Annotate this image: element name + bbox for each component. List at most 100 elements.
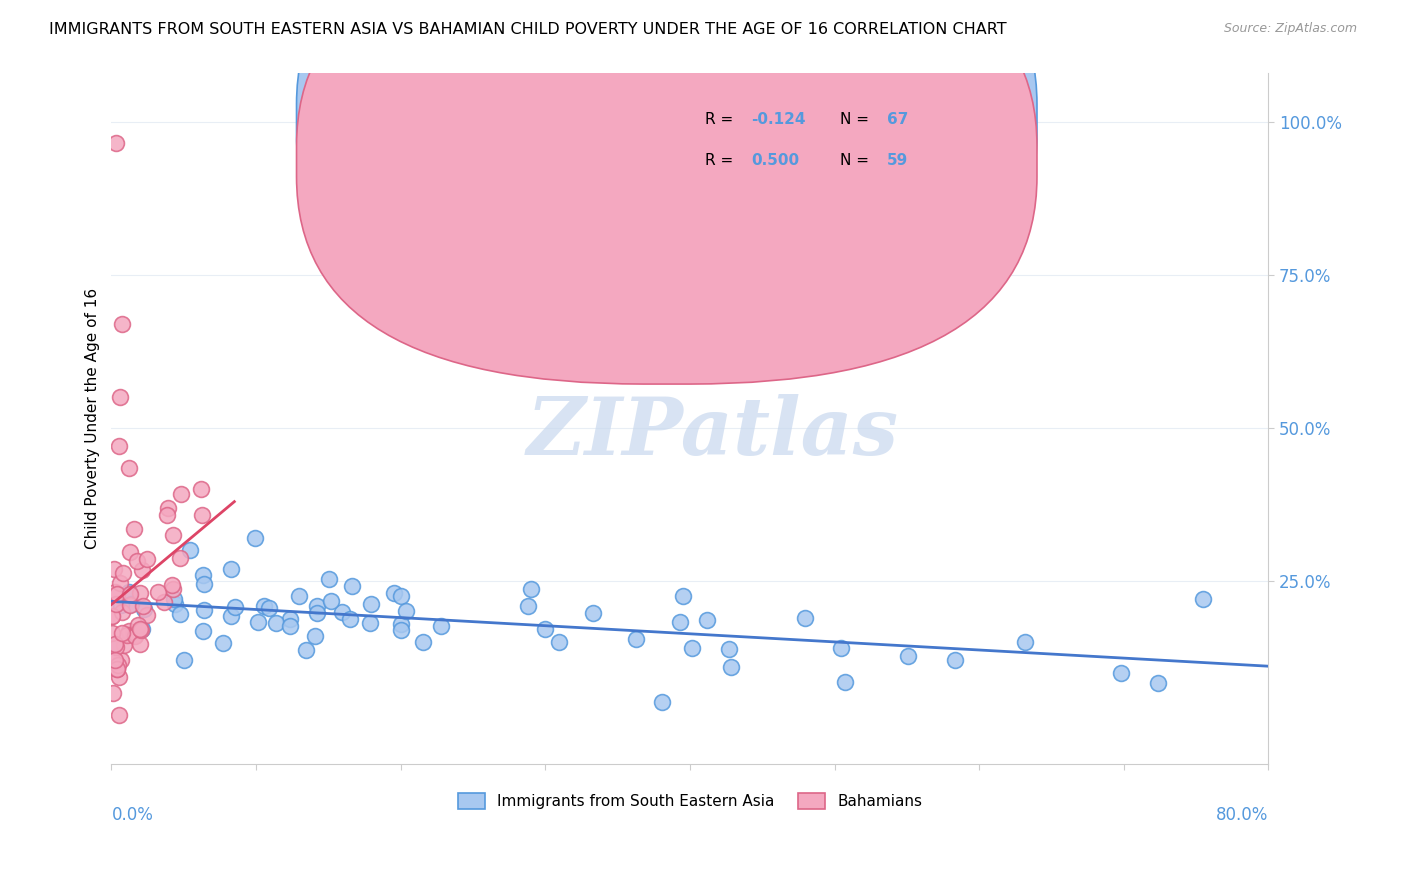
Point [382,585,405,599]
Point [360,597,382,611]
Point [115,628,138,642]
Point [103,685,125,699]
Point [720,660,742,674]
Point [359,616,381,631]
Point [118,585,141,599]
Point [342,579,364,593]
Point [257,601,280,615]
Point [288,589,311,603]
Point [295,643,318,657]
Point [101,608,124,623]
Point [104,136,127,151]
Point [111,626,134,640]
Point [330,606,353,620]
Point [264,616,287,631]
Point [136,552,159,566]
Point [582,607,605,621]
Point [389,616,412,631]
Point [190,508,212,522]
Point [534,622,557,636]
Point [156,500,179,515]
Point [118,587,141,601]
Point [163,597,186,611]
Point [103,638,125,652]
Point [389,623,412,637]
Point [943,653,966,667]
Point [318,572,340,586]
Point [305,599,328,613]
Text: Source: ZipAtlas.com: Source: ZipAtlas.com [1223,22,1357,36]
Point [134,602,156,616]
Point [103,562,125,576]
Text: 67: 67 [887,112,908,127]
Text: N =: N = [841,112,875,127]
Point [253,599,276,614]
Point [429,619,451,633]
Point [111,605,134,619]
Point [339,612,361,626]
Point [897,649,920,664]
Point [669,615,692,629]
Point [118,624,141,639]
Point [681,641,703,656]
Point [169,550,191,565]
Point [107,439,129,453]
Text: -0.124: -0.124 [751,112,806,127]
Point [190,483,212,497]
Text: 0.500: 0.500 [751,153,800,169]
FancyBboxPatch shape [297,0,1038,384]
Point [101,608,124,623]
Point [221,561,243,575]
Point [224,600,246,615]
Point [127,554,149,568]
Point [101,653,124,667]
Point [108,576,131,591]
Point [105,662,128,676]
Text: R =: R = [704,112,738,127]
Point [127,618,149,632]
Point [110,598,132,612]
Point [122,522,145,536]
Point [104,637,127,651]
Point [107,658,129,673]
Point [548,635,571,649]
Point [163,591,186,606]
Point [118,460,141,475]
Point [160,578,183,592]
Legend: Immigrants from South Eastern Asia, Bahamians: Immigrants from South Eastern Asia, Baha… [451,787,928,815]
Point [108,670,131,684]
Point [179,543,201,558]
Point [104,584,127,599]
Point [304,629,326,643]
Point [193,577,215,591]
Point [193,624,215,638]
Point [1192,592,1215,607]
Point [696,614,718,628]
Point [120,597,142,611]
Point [121,626,143,640]
Point [101,625,124,640]
Point [245,531,267,545]
Point [834,674,856,689]
Point [132,599,155,613]
Text: 80.0%: 80.0% [1216,805,1268,823]
Point [394,604,416,618]
FancyBboxPatch shape [633,90,1014,191]
Point [1014,635,1036,649]
Point [278,619,301,633]
Point [122,627,145,641]
Point [105,587,128,601]
Point [108,390,131,404]
Text: 59: 59 [887,153,908,169]
Point [108,708,131,723]
Point [105,662,128,676]
Point [1146,676,1168,690]
Point [830,641,852,656]
Point [128,622,150,636]
Point [672,589,695,603]
Point [193,603,215,617]
FancyBboxPatch shape [297,0,1038,343]
Point [129,637,152,651]
Point [412,635,434,649]
Point [247,615,270,630]
